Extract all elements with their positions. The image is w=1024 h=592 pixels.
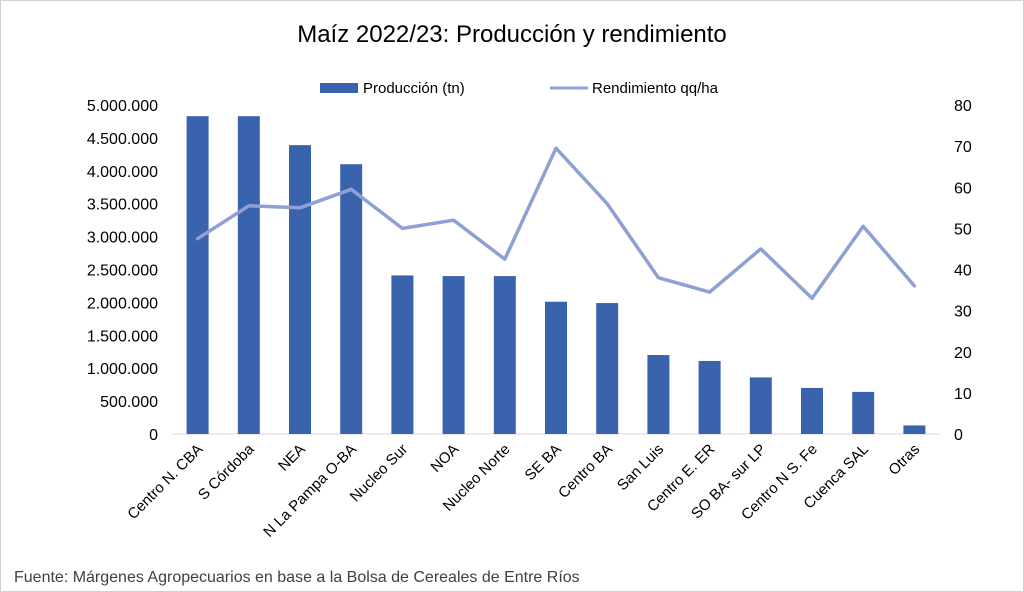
left-tick-label: 4.000.000 — [87, 164, 158, 181]
legend: Producción (tn) Rendimiento qq/ha — [320, 80, 719, 97]
bar-produccion — [749, 377, 772, 434]
bar-produccion — [391, 275, 414, 434]
bar-produccion — [545, 301, 567, 434]
x-tick-label: SE BA — [522, 441, 565, 484]
bar-produccion — [903, 425, 926, 434]
bar-produccion — [493, 276, 516, 434]
right-tick-label: 50 — [954, 221, 972, 238]
x-tick-label: Centro N. CBA — [124, 441, 206, 523]
left-tick-label: 4.500.000 — [87, 131, 158, 148]
bar-produccion — [647, 355, 670, 434]
source-note: Fuente: Márgenes Agropecuarios en base a… — [14, 569, 580, 586]
bar-produccion — [340, 164, 363, 434]
chart-title: Maíz 2022/23: Producción y rendimiento — [297, 21, 727, 48]
legend-swatch-produccion — [320, 83, 358, 93]
left-tick-label: 3.500.000 — [87, 197, 158, 214]
bar-produccion — [596, 303, 619, 434]
bar-produccion — [237, 116, 260, 434]
x-tick-label: S Córdoba — [195, 440, 258, 503]
x-tick-label: NOA — [427, 441, 462, 476]
bar-produccion — [442, 276, 465, 434]
right-tick-label: 20 — [954, 345, 972, 362]
x-tick-label: San Luis — [614, 441, 667, 494]
left-tick-label: 2.000.000 — [87, 295, 158, 312]
left-tick-label: 500.000 — [100, 394, 158, 411]
x-tick-label: Otras — [885, 441, 923, 479]
legend-label-produccion: Producción (tn) — [363, 80, 465, 97]
line-rendimiento — [195, 146, 917, 301]
bar-produccion — [698, 360, 721, 434]
left-tick-label: 5.000.000 — [87, 98, 158, 115]
right-tick-label: 10 — [954, 386, 972, 403]
line-series — [195, 146, 917, 301]
left-tick-label: 1.500.000 — [87, 328, 158, 345]
right-tick-label: 40 — [954, 263, 972, 280]
right-tick-label: 0 — [954, 427, 963, 444]
legend-label-rendimiento: Rendimiento qq/ha — [592, 80, 719, 97]
x-tick-label: Centro BA — [555, 441, 616, 502]
x-tick-label: N La Pampa O-BA — [260, 441, 360, 541]
bar-produccion — [289, 145, 311, 434]
x-tick-label: NEA — [275, 441, 309, 475]
left-tick-label: 0 — [149, 427, 158, 444]
left-tick-label: 2.500.000 — [87, 263, 158, 280]
right-axis: 0 10 20 30 40 50 60 70 80 — [954, 98, 972, 444]
right-tick-label: 30 — [954, 304, 972, 321]
bar-produccion — [186, 116, 209, 434]
left-tick-label: 3.000.000 — [87, 230, 158, 247]
left-axis: 0 500.000 1.000.000 1.500.000 2.000.000 2.500… — [87, 98, 158, 444]
bar-produccion — [852, 391, 875, 434]
left-tick-label: 1.000.000 — [87, 361, 158, 378]
bar-series — [186, 116, 926, 434]
right-tick-label: 80 — [954, 98, 972, 115]
right-tick-label: 60 — [954, 180, 972, 197]
bar-produccion — [801, 387, 823, 434]
right-tick-label: 70 — [954, 139, 972, 156]
